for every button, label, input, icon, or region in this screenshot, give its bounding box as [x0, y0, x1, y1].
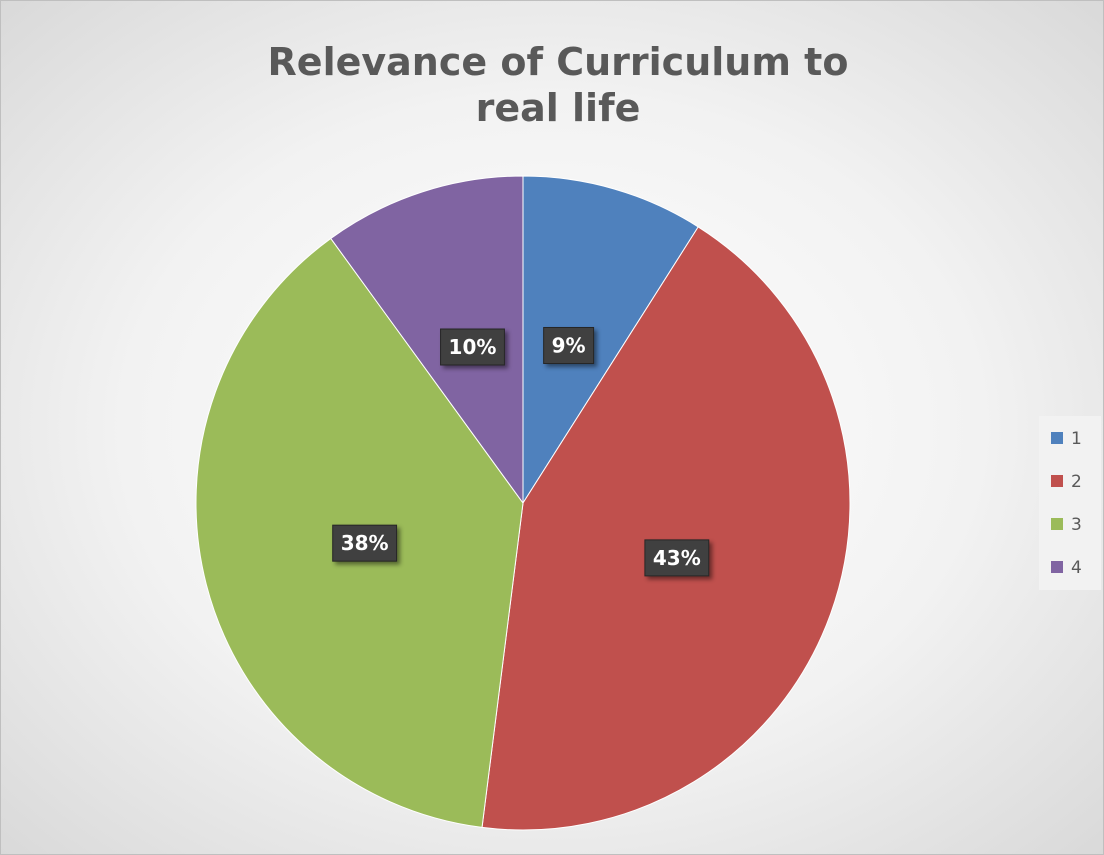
legend-swatch [1051, 475, 1063, 487]
data-label-text: 38% [341, 531, 389, 555]
legend-label: 4 [1071, 558, 1082, 578]
data-label-text: 9% [552, 333, 586, 357]
legend-label: 3 [1071, 515, 1082, 535]
pie-slice [522, 175, 699, 505]
legend-swatch [1051, 518, 1063, 530]
legend-box [1039, 416, 1101, 590]
pie-slice [330, 175, 524, 505]
pie-slice [481, 226, 851, 831]
data-label: 10% [440, 328, 505, 366]
data-label: 43% [644, 539, 710, 577]
data-label-text: 43% [653, 546, 701, 570]
data-label: 38% [332, 524, 398, 562]
chart-title: Relevance of Curriculum to real life [267, 40, 849, 130]
data-label-box [332, 524, 398, 562]
data-label-box [644, 539, 710, 577]
legend-swatch [1051, 561, 1063, 573]
data-label-box [543, 326, 595, 364]
data-label-box [440, 328, 505, 366]
data-label-text: 10% [449, 335, 497, 359]
legend-label: 1 [1071, 429, 1082, 449]
legend-swatch [1051, 432, 1063, 444]
legend-label: 2 [1071, 472, 1082, 492]
data-label: 9% [543, 326, 595, 364]
